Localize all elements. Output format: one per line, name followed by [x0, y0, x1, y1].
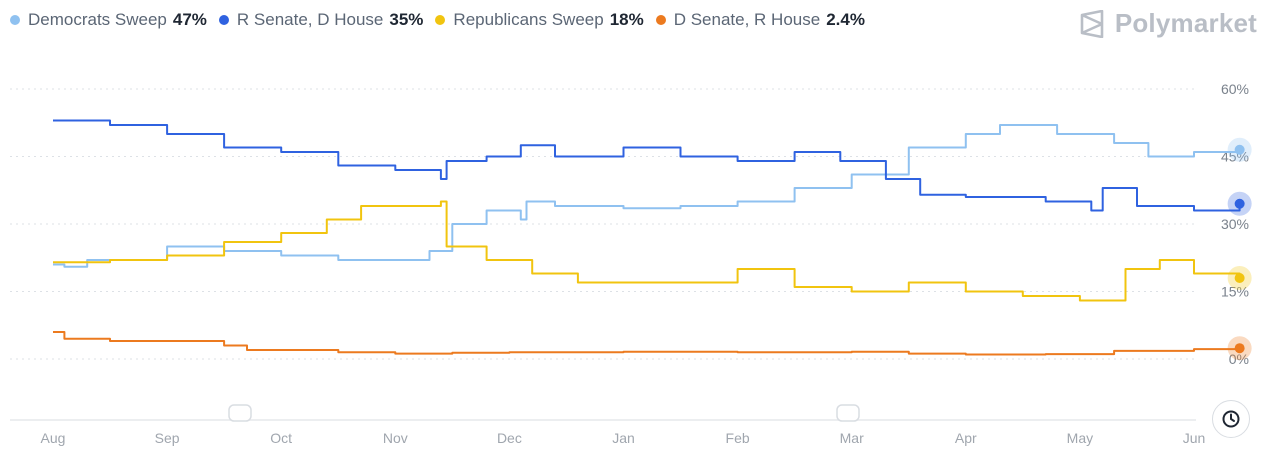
x-tick-label: Apr [955, 430, 977, 446]
series-line [53, 331, 1241, 356]
legend-item-democrats-sweep[interactable]: Democrats Sweep 47% [10, 10, 207, 30]
series-end-point [1234, 198, 1245, 209]
y-tick-label: 60% [1221, 81, 1249, 97]
legend-label: Republicans Sweep [453, 10, 604, 29]
y-tick-label: 30% [1221, 216, 1249, 232]
legend-label: R Senate, D House [236, 10, 384, 29]
y-axis: 60%45%30%15%0% [1221, 81, 1249, 367]
legend-value: 2.4% [826, 10, 865, 29]
x-tick-label: Nov [383, 430, 408, 446]
series-end-point [1234, 144, 1245, 155]
x-tick-label: Aug [41, 430, 66, 446]
chart-legend: Democrats Sweep 47% R Senate, D House 35… [10, 10, 877, 30]
range-slider[interactable] [10, 404, 1196, 422]
legend-dot-icon [10, 15, 20, 25]
x-tick-label: May [1067, 430, 1093, 446]
legend-dot-icon [218, 15, 229, 25]
legend-label: D Senate, R House [673, 10, 821, 29]
series-line [53, 200, 1241, 302]
range-handle-end[interactable] [836, 404, 860, 422]
legend-value: 18% [609, 10, 644, 29]
legend-value: 47% [172, 10, 207, 29]
x-tick-label: Jan [612, 430, 635, 446]
legend-value: 35% [389, 10, 424, 29]
legend-dot-icon [655, 15, 666, 25]
series-line [53, 124, 1241, 268]
x-tick-label: Mar [840, 430, 864, 446]
series-line [53, 119, 1241, 212]
legend-label: Democrats Sweep [28, 10, 167, 29]
series-end-point [1234, 273, 1245, 283]
y-tick-label: 15% [1221, 284, 1249, 300]
x-tick-label: Jun [1183, 430, 1206, 446]
legend-dot-icon [435, 15, 446, 25]
brand-name: Polymarket [1114, 8, 1257, 38]
series-end-markers [1227, 137, 1252, 361]
legend-item-r-senate-d-house[interactable]: R Senate, D House 35% [218, 10, 424, 30]
brand-logo: Polymarket [1079, 8, 1257, 39]
x-axis: Aug Sep Oct Nov Dec Jan Feb Mar Apr May Jun [41, 430, 1206, 446]
chart-grid [10, 88, 1196, 360]
time-range-button[interactable] [1212, 400, 1250, 438]
x-tick-label: Feb [726, 430, 750, 446]
x-tick-label: Oct [270, 430, 292, 446]
y-tick-label: 0% [1229, 351, 1249, 367]
polymarket-logo-icon [1080, 9, 1104, 38]
x-tick-label: Sep [155, 430, 180, 446]
series-lines [53, 119, 1241, 356]
range-handle-start[interactable] [228, 404, 252, 422]
clock-icon [1222, 410, 1240, 428]
legend-item-republicans-sweep[interactable]: Republicans Sweep 18% [435, 10, 644, 30]
series-end-point [1234, 343, 1245, 354]
x-tick-label: Dec [497, 430, 522, 446]
legend-item-d-senate-r-house[interactable]: D Senate, R House 2.4% [655, 10, 865, 30]
